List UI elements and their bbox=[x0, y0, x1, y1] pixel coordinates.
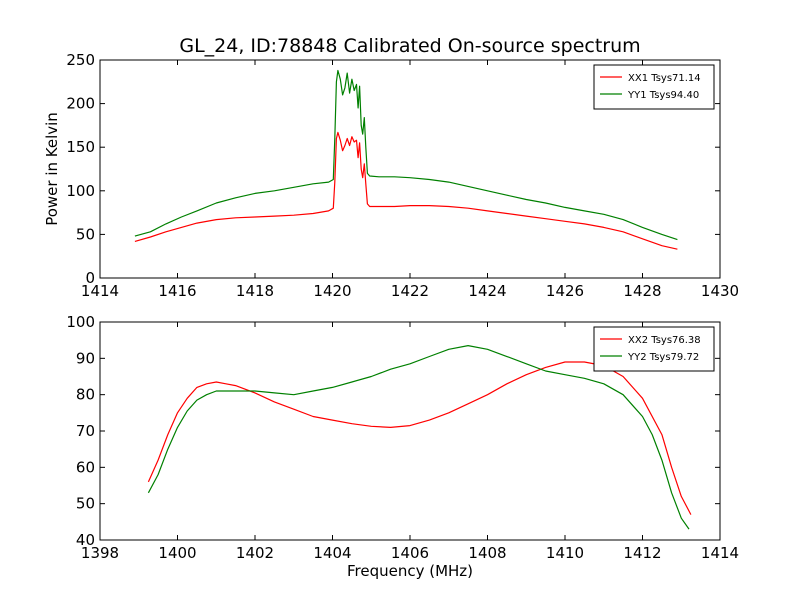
y-tick-label: 50 bbox=[76, 225, 95, 243]
x-tick-label: 1400 bbox=[158, 544, 196, 562]
legend-label-1: XX2 Tsys76.38 bbox=[628, 335, 701, 346]
x-tick-label: 1424 bbox=[468, 282, 506, 300]
y-axis-label: Power in Kelvin bbox=[43, 112, 61, 226]
y-tick-label: 40 bbox=[76, 531, 95, 549]
x-tick-label: 1420 bbox=[313, 282, 351, 300]
series-line-1 bbox=[134, 131, 678, 250]
x-tick-label: 1410 bbox=[546, 544, 584, 562]
legend-label-2: YY1 Tsys94.40 bbox=[627, 90, 699, 101]
x-tick-label: 1414 bbox=[81, 282, 119, 300]
series-line-2 bbox=[134, 69, 678, 241]
x-tick-label: 1426 bbox=[546, 282, 584, 300]
x-tick-label: 1414 bbox=[701, 544, 739, 562]
x-tick-label: 1412 bbox=[623, 544, 661, 562]
legend-box bbox=[593, 64, 715, 110]
y-tick-label: 60 bbox=[76, 458, 95, 476]
x-tick-label: 1430 bbox=[701, 282, 739, 300]
y-tick-label: 50 bbox=[76, 495, 95, 513]
x-tick-label: 1408 bbox=[468, 544, 506, 562]
panels: 1414 1416 1418 1420 1422 1424 1426 1428 14300501… bbox=[66, 51, 739, 562]
y-tick-label: 80 bbox=[76, 386, 95, 404]
y-tick-label: 150 bbox=[66, 138, 95, 156]
y-tick-label: 250 bbox=[66, 51, 95, 69]
y-tick-label: 200 bbox=[66, 95, 95, 113]
x-tick-label: 1422 bbox=[391, 282, 429, 300]
x-tick-label: 1404 bbox=[313, 544, 351, 562]
legend-label-2: YY2 Tsys79.72 bbox=[627, 352, 699, 363]
chart-title: GL_24, ID:78848 Calibrated On-source spe… bbox=[179, 35, 640, 57]
x-axis-label: Frequency (MHz) bbox=[347, 562, 473, 580]
legend: XX1 Tsys71.14 YY1 Tsys94.40 bbox=[593, 64, 715, 110]
legend-label-1: XX1 Tsys71.14 bbox=[628, 73, 701, 84]
legend-box bbox=[593, 326, 715, 372]
x-tick-label: 1428 bbox=[623, 282, 661, 300]
y-tick-label: 90 bbox=[76, 349, 95, 367]
x-tick-label: 1398 bbox=[81, 544, 119, 562]
legend: XX2 Tsys76.38 YY2 Tsys79.72 bbox=[593, 326, 715, 372]
y-tick-label: 70 bbox=[76, 422, 95, 440]
x-tick-label: 1402 bbox=[236, 544, 274, 562]
y-tick-label: 100 bbox=[66, 313, 95, 331]
x-tick-label: 1418 bbox=[236, 282, 274, 300]
y-tick-label: 0 bbox=[85, 269, 95, 287]
x-tick-label: 1406 bbox=[391, 544, 429, 562]
x-tick-label: 1416 bbox=[158, 282, 196, 300]
y-tick-label: 100 bbox=[66, 182, 95, 200]
chart-panel-2: 1398 1400 1402 1404 1406 1408 1410 1412 1414 40 50… bbox=[66, 313, 739, 562]
chart-panel-1: 1414 1416 1418 1420 1422 1424 1426 1428 1430 0 50 1… bbox=[66, 51, 739, 300]
series-line-2 bbox=[147, 345, 690, 530]
